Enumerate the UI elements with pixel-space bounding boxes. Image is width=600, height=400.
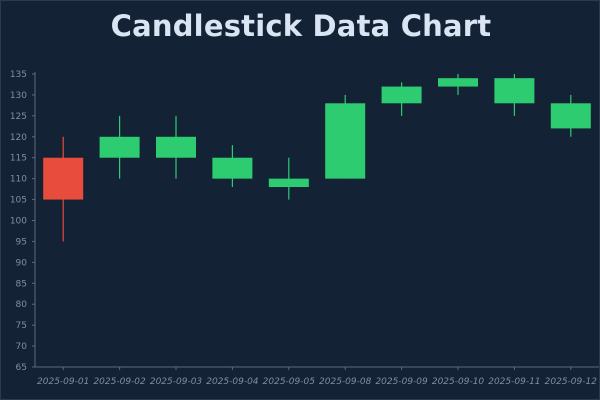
y-tick-label: 75 — [16, 321, 27, 331]
y-tick-label: 65 — [16, 363, 27, 373]
y-tick-label: 130 — [10, 91, 27, 101]
x-tick-label: 2025-09-03 — [150, 377, 203, 387]
candle-body — [156, 136, 196, 158]
candle-body — [268, 178, 309, 188]
candle-body — [381, 86, 422, 104]
y-tick-label: 115 — [10, 154, 27, 164]
x-tick-label: 2025-09-11 — [488, 377, 540, 387]
x-tick-label: 2025-09-04 — [206, 377, 259, 387]
y-tick-label: 125 — [10, 112, 27, 122]
y-tick-label: 90 — [16, 258, 28, 268]
y-tick-label: 70 — [16, 342, 28, 352]
x-tick-label: 2025-09-05 — [263, 377, 316, 387]
candle-body — [212, 157, 253, 179]
x-tick-label: 2025-09-02 — [93, 377, 146, 387]
chart-title: Candlestick Data Chart — [110, 9, 492, 43]
y-tick-label: 135 — [10, 70, 27, 80]
candle-body — [438, 78, 478, 87]
candle-body — [325, 103, 366, 179]
x-tick-label: 2025-09-10 — [432, 377, 485, 387]
y-tick-label: 80 — [16, 300, 28, 310]
candle-body — [550, 103, 591, 129]
y-tick-label: 100 — [10, 217, 27, 227]
y-tick-label: 105 — [10, 196, 27, 206]
y-tick-label: 95 — [16, 237, 27, 247]
candle-body — [99, 136, 140, 158]
y-tick-label: 85 — [16, 279, 27, 289]
x-tick-label: 2025-09-12 — [545, 377, 598, 387]
candle-body — [43, 157, 84, 200]
y-tick-label: 110 — [10, 175, 27, 185]
x-tick-label: 2025-09-08 — [319, 377, 372, 387]
y-tick-label: 120 — [10, 133, 27, 143]
candle-body — [494, 78, 535, 104]
x-tick-label: 2025-09-09 — [375, 377, 428, 387]
x-tick-label: 2025-09-01 — [37, 377, 89, 387]
